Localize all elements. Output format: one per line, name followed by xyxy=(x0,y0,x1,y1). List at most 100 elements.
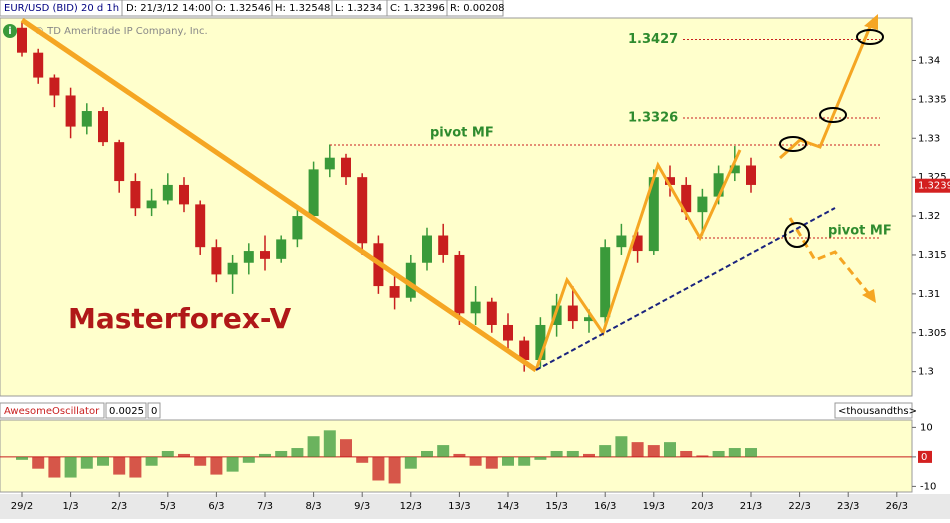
candle-body xyxy=(211,247,222,275)
x-tick-label: 6/3 xyxy=(208,501,224,512)
zigzag xyxy=(534,149,742,371)
candle-body xyxy=(713,173,724,197)
oscillator-bar xyxy=(437,445,450,457)
x-tick-label: 20/3 xyxy=(691,501,713,512)
oscillator-bar xyxy=(680,450,693,457)
candle-body xyxy=(665,177,675,185)
candle-body xyxy=(260,251,270,259)
candle-body xyxy=(519,340,530,360)
oscillator-bar xyxy=(226,456,239,472)
oscillator-bar xyxy=(242,456,255,463)
forecast-down xyxy=(788,217,872,296)
candle-body xyxy=(49,77,60,96)
y-tick-label: 10 xyxy=(920,422,933,433)
x-tick-label: 16/3 xyxy=(594,501,616,512)
oscillator-bar xyxy=(80,456,93,469)
oscillator-bar xyxy=(453,453,466,457)
header-cell xyxy=(446,0,504,17)
oscillator-bar xyxy=(615,436,628,457)
oscillator-bar xyxy=(696,455,709,457)
symbol: EUR/USD (BID) 20 d 1h xyxy=(4,3,119,14)
y-tick-label: 1.305 xyxy=(918,328,947,339)
pivot-label: pivot MF xyxy=(828,224,892,239)
pivot-label: pivot MF xyxy=(430,126,494,141)
x-tick-label: 13/3 xyxy=(448,501,470,512)
candle-body xyxy=(227,262,238,275)
x-axis-bar xyxy=(0,494,950,519)
header: EUR/USD (BID) 20 d 1h D: 21/3/12 14:00 O… xyxy=(0,0,505,17)
oscillator-bar xyxy=(664,442,676,457)
osc-count-cell xyxy=(147,402,161,419)
level-label: 1.3326 xyxy=(628,111,678,126)
candle-body xyxy=(276,239,287,259)
y-tick-label: 1.335 xyxy=(918,94,947,105)
candle-body xyxy=(33,52,44,78)
marker-ellipse xyxy=(856,29,884,45)
oscillator-bar xyxy=(534,456,547,460)
candle-body xyxy=(65,95,76,127)
oscillator-bar xyxy=(583,453,595,457)
candle-body xyxy=(114,142,125,182)
open: O: 1.32546 xyxy=(215,3,271,14)
oscillator-bar xyxy=(502,456,514,466)
y-tick-label: 1.3 xyxy=(918,367,934,378)
forecast-up xyxy=(778,21,874,160)
candle-body xyxy=(567,305,578,322)
oscillator-bar xyxy=(728,448,741,457)
candle-body xyxy=(357,177,368,244)
candle-body xyxy=(454,254,465,314)
candle-body xyxy=(584,317,594,322)
candle-body xyxy=(324,157,335,170)
candle-body xyxy=(405,262,416,298)
oscillator-bar xyxy=(518,456,531,466)
candle-body xyxy=(535,324,546,360)
watermark: Masterforex-V xyxy=(68,302,291,335)
oscillator-bar xyxy=(178,453,190,457)
range: R: 0.00208 xyxy=(450,3,505,14)
candle-body xyxy=(600,247,611,318)
oscillator-bar xyxy=(32,456,45,469)
y-tick-label: 1.34 xyxy=(918,55,940,66)
oscillator-bar xyxy=(599,445,612,457)
candle-body xyxy=(243,251,254,263)
candle-body xyxy=(503,324,513,341)
osc-title-cell xyxy=(0,402,105,419)
oscillator-bar xyxy=(194,456,207,466)
osc-title: AwesomeOscillator xyxy=(4,406,100,417)
arrow-head xyxy=(862,289,876,303)
oscillator-bar xyxy=(48,456,61,478)
info-icon[interactable] xyxy=(3,24,17,38)
candle-body xyxy=(681,184,692,213)
x-tick-label: 19/3 xyxy=(643,501,665,512)
osc-unit: <thousandths> xyxy=(838,406,917,417)
arrow-head xyxy=(864,14,878,30)
x-tick-label: 1/3 xyxy=(63,501,79,512)
x-tick-label: 7/3 xyxy=(257,501,273,512)
osc-reading: 0.0025 xyxy=(109,406,144,417)
candle-body xyxy=(470,301,481,314)
candle-body xyxy=(195,204,206,248)
x-tick-label: 12/3 xyxy=(400,501,422,512)
candle-body xyxy=(648,177,659,252)
last-price-label: 1.3239 xyxy=(918,181,950,192)
copyright: © TD Ameritrade IP Company, Inc. xyxy=(34,26,208,37)
oscillator-bar xyxy=(469,456,482,466)
date: D: 21/3/12 14:00 xyxy=(126,3,211,14)
candle-body xyxy=(746,165,756,185)
candle-body xyxy=(162,184,173,201)
y-tick-label: -10 xyxy=(920,481,936,492)
x-tick-label: 29/2 xyxy=(11,501,33,512)
oscillator-bar xyxy=(631,442,644,457)
candle-body xyxy=(616,235,627,248)
marker-ellipse xyxy=(779,136,807,152)
x-tick-label: 23/3 xyxy=(837,501,859,512)
x-tick-label: 21/3 xyxy=(740,501,762,512)
oscillator-bar xyxy=(210,456,223,475)
osc-count: 0 xyxy=(151,406,157,417)
x-tick-label: 5/3 xyxy=(160,501,176,512)
oscillator-bar xyxy=(161,450,174,457)
oscillator-bar xyxy=(566,450,579,457)
candle-body xyxy=(438,235,449,255)
y-tick-label: 1.31 xyxy=(918,289,940,300)
